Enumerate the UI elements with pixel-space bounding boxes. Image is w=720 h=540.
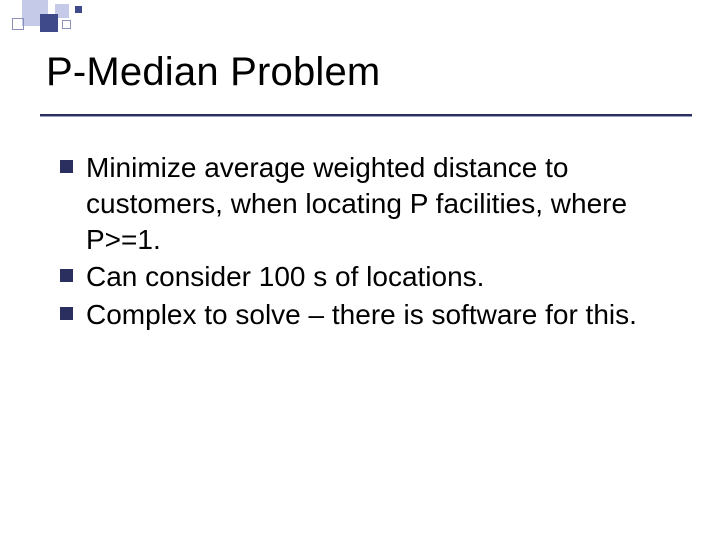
bullet-marker-icon: [60, 269, 73, 282]
bullet-item: Can consider 100 s of locations.: [60, 259, 670, 295]
bullet-marker-icon: [60, 307, 73, 320]
slide-container: P-Median Problem Minimize average weight…: [0, 0, 720, 540]
title-underline: [40, 114, 692, 117]
corner-decoration: [0, 0, 140, 36]
bullet-text: Complex to solve – there is software for…: [86, 297, 637, 333]
bullet-item: Minimize average weighted distance to cu…: [60, 150, 670, 257]
content-area: Minimize average weighted distance to cu…: [60, 150, 670, 335]
bullet-text: Can consider 100 s of locations.: [86, 259, 484, 295]
slide-title: P-Median Problem: [46, 50, 380, 95]
bullet-marker-icon: [60, 160, 73, 173]
bullet-text: Minimize average weighted distance to cu…: [86, 150, 670, 257]
bullet-item: Complex to solve – there is software for…: [60, 297, 670, 333]
